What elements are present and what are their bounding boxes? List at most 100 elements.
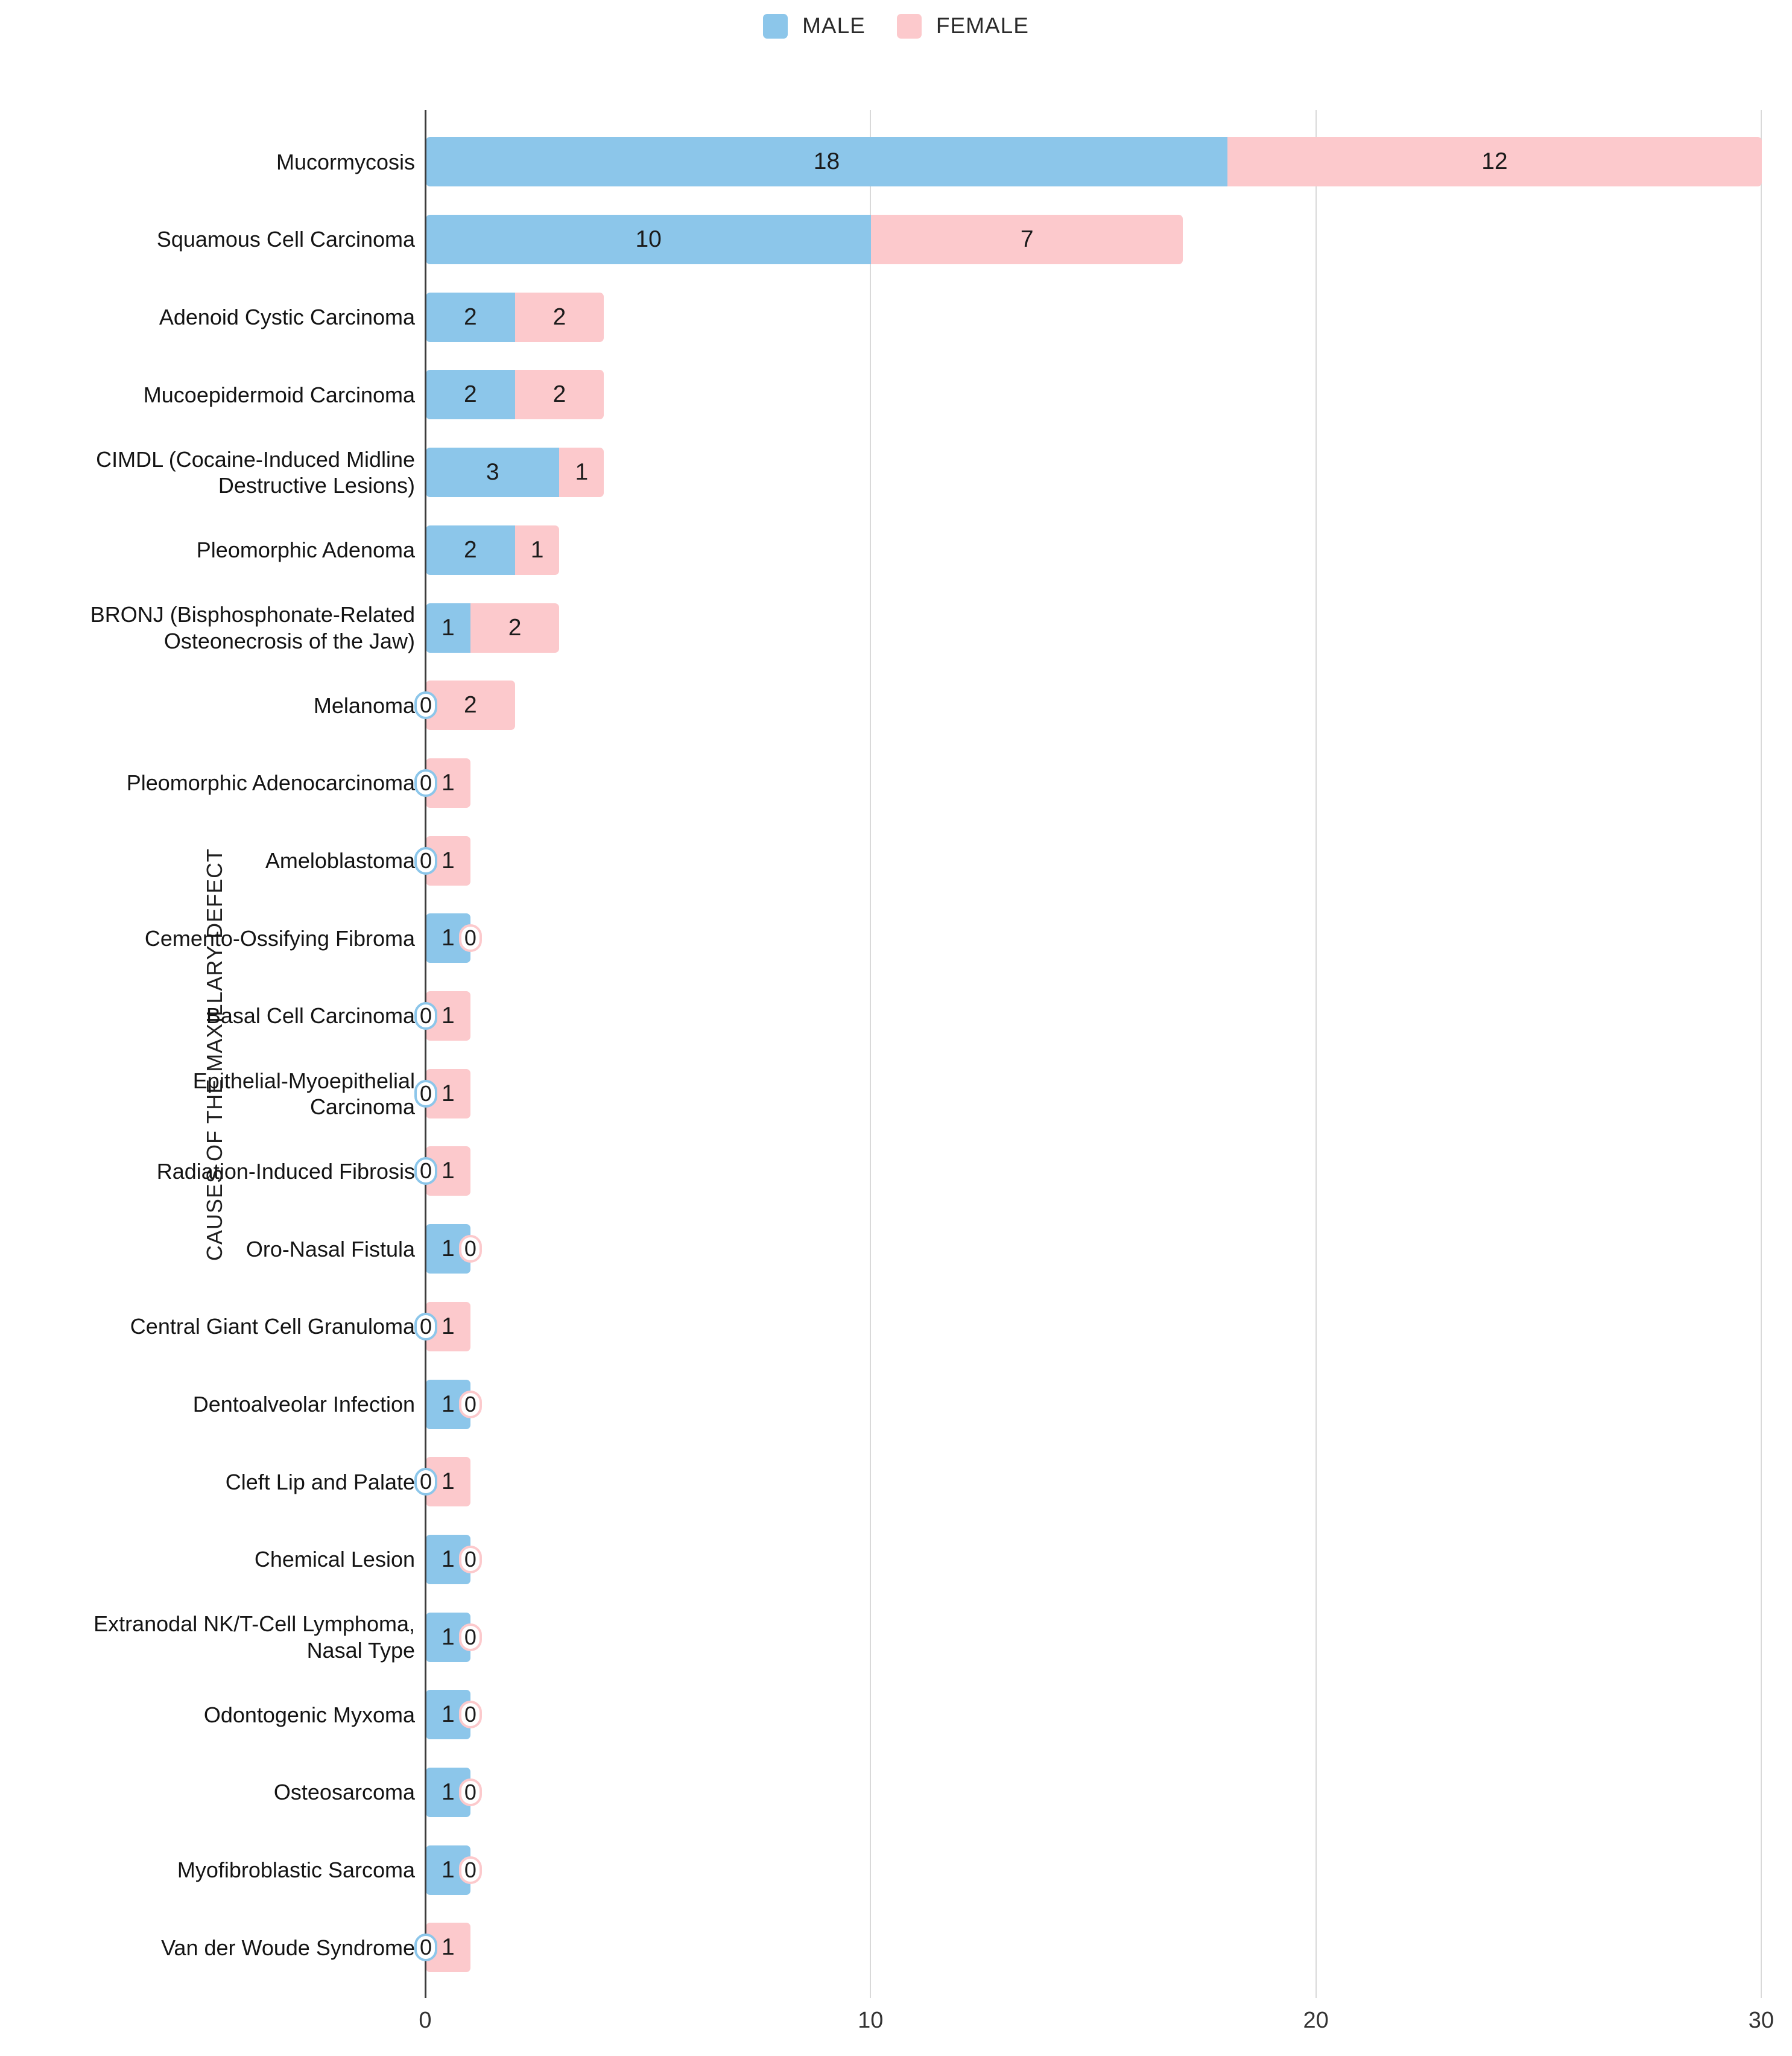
category-label: Melanoma [313,693,415,718]
zero-value-badge-male: 0 [414,1079,438,1108]
value-label-male: 1 [442,1546,455,1572]
bar-segment-male [426,525,515,575]
category-label: Cleft Lip and Palate [225,1469,415,1494]
bar-segment-male [426,370,515,420]
zero-value-badge-male: 0 [414,1002,438,1030]
zero-value-badge-female: 0 [458,1390,482,1418]
x-tick-label: 30 [1748,2008,1775,2033]
category-label: Chemical Lesion [254,1547,415,1572]
legend-label-female: FEMALE [936,13,1029,38]
value-label-female: 1 [442,1003,455,1029]
value-label-female: 1 [442,1158,455,1184]
category-label: Van der Woude Syndrome [161,1935,415,1960]
value-label-female: 2 [463,692,477,719]
bar-segment-male [426,603,470,653]
value-label-male: 1 [442,1779,455,1806]
value-label-female: 1 [442,847,455,874]
value-label-male: 18 [813,148,840,175]
value-label-male: 3 [486,459,499,486]
value-label-female: 12 [1481,148,1508,175]
value-label-male: 1 [442,1856,455,1883]
value-label-female: 2 [552,381,566,408]
legend-item-male: MALE [763,13,866,39]
zero-value-badge-female: 0 [458,1701,482,1729]
zero-value-badge-female: 0 [458,1235,482,1263]
category-label: Dentoalveolar Infection [192,1391,415,1417]
bar-segment-male [426,215,872,265]
bar-segment-female [514,292,604,342]
category-label: Radiation-Induced Fibrosis [156,1158,415,1184]
value-label-female: 1 [530,536,544,563]
category-label: Basal Cell Carcinoma [206,1003,415,1029]
category-label: Epithelial-Myoepithelial Carcinoma [192,1068,415,1119]
zero-value-badge-female: 0 [458,1856,482,1884]
x-tick-label: 0 [419,2008,432,2033]
value-label-male: 1 [442,1236,455,1262]
bar-row: 10 7 [426,201,1762,279]
zero-value-badge-male: 0 [414,1934,438,1962]
bar-segment-female [470,603,560,653]
bar-segment-female [514,525,560,575]
category-label: Oro-Nasal Fistula [245,1236,415,1261]
category-label: Odontogenic Myxoma [203,1702,415,1727]
category-label: CIMDL (Cocaine-Induced Midline Destructi… [96,446,415,498]
value-label-female: 1 [442,1313,455,1339]
value-label-male: 1 [442,1391,455,1417]
category-label: Pleomorphic Adenoma [196,538,415,563]
value-label-female: 1 [442,769,455,796]
value-label-male: 2 [463,536,477,563]
bar-segment-female [559,448,604,498]
category-label: Mucoepidermoid Carcinoma [143,382,415,407]
x-tick-label: 10 [858,2008,884,2033]
category-label: Osteosarcoma [273,1780,415,1805]
value-label-male: 2 [463,381,477,408]
zero-value-badge-female: 0 [458,1623,482,1651]
value-label-female: 1 [442,1934,455,1961]
value-label-male: 2 [463,303,477,330]
category-label: Myofibroblastic Sarcoma [177,1858,415,1883]
zero-value-badge-female: 0 [458,1545,482,1573]
y-axis-line [424,110,426,1998]
category-label: Extranodal NK/T-Cell Lymphoma, Nasal Typ… [93,1611,415,1663]
bar-row: 18 12 [426,123,1762,201]
value-label-female: 1 [575,459,589,486]
zero-value-badge-female: 0 [458,924,482,953]
value-label-female: 2 [508,614,522,641]
x-gridline [1315,110,1317,1998]
category-label: BRONJ (Bisphosphonate-Related Osteonecro… [90,602,415,653]
value-label-male: 1 [442,925,455,951]
category-label: Ameloblastoma [265,848,415,874]
category-label: Squamous Cell Carcinoma [156,227,415,252]
value-label-female: 7 [1020,226,1034,253]
zero-value-badge-female: 0 [458,1778,482,1807]
zero-value-badge-male: 0 [414,769,438,797]
legend: MALE FEMALE [0,13,1792,39]
zero-value-badge-male: 0 [414,1468,438,1496]
value-label-male: 1 [442,614,455,641]
zero-value-badge-male: 0 [414,1312,438,1341]
bar-segment-male [426,292,515,342]
value-label-female: 1 [442,1468,455,1495]
bar-segment-male [426,448,560,498]
bar-segment-female [1227,137,1762,187]
x-gridline [1760,110,1762,1998]
zero-value-badge-male: 0 [414,846,438,875]
value-label-male: 1 [442,1623,455,1650]
